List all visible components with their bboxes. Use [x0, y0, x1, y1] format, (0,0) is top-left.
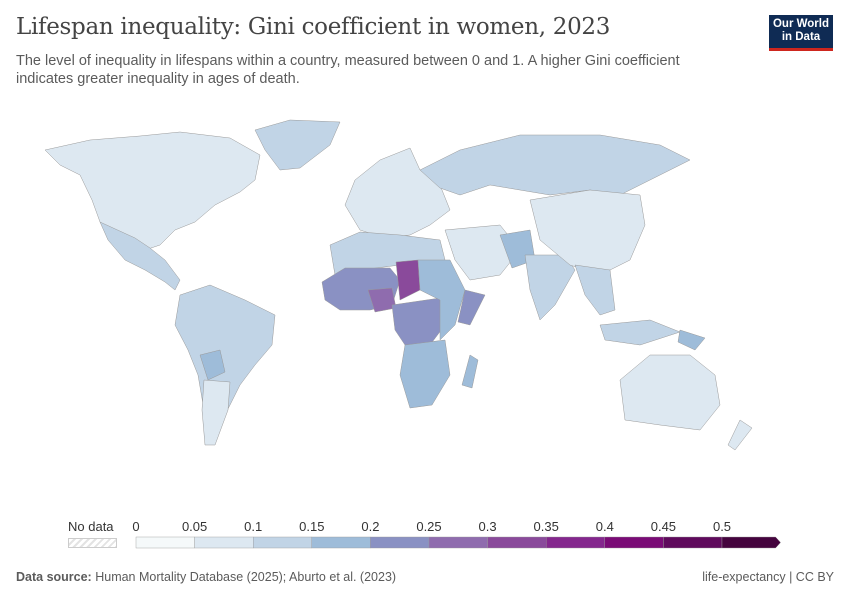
legend-swatch	[194, 536, 254, 549]
region-southeast-asia[interactable]	[574, 264, 616, 316]
region-chad[interactable]	[395, 259, 421, 301]
legend-no-data-swatch	[68, 538, 117, 548]
legend-tick-label: 0.3	[478, 519, 497, 534]
region-southern-africa[interactable]	[399, 339, 451, 409]
legend-swatch	[487, 536, 547, 549]
region-somalia[interactable]	[457, 289, 486, 326]
region-china[interactable]	[529, 189, 646, 276]
region-mexico-central-america[interactable]	[99, 221, 181, 291]
legend-swatch	[370, 536, 430, 549]
region-new-zealand[interactable]	[727, 419, 753, 451]
legend-tick-label: 0.5	[712, 519, 732, 534]
legend-no-data-label: No data	[68, 519, 114, 534]
footer-license[interactable]: life-expectancy | CC BY	[702, 570, 834, 584]
source-text[interactable]: Human Mortality Database (2025); Aburto …	[95, 570, 397, 584]
legend-swatch	[252, 536, 312, 549]
page-title: Lifespan inequality: Gini coefficient in…	[16, 14, 611, 40]
page-subtitle: The level of inequality in lifespans wit…	[16, 53, 680, 87]
owid-logo[interactable]: Our World in Data	[769, 15, 833, 51]
legend-tick-label: 0	[132, 519, 140, 534]
footer-source: Data source: Human Mortality Database (2…	[16, 570, 396, 584]
legend-tick-label: 0.15	[299, 519, 325, 534]
legend-tick-label: 0.45	[650, 519, 677, 534]
legend-tick-label: 0.05	[181, 519, 208, 534]
source-label: Data source:	[16, 570, 92, 584]
legend-swatch	[428, 536, 488, 549]
region-bolivia[interactable]	[199, 349, 226, 381]
region-central-africa[interactable]	[391, 297, 446, 346]
region-north-america[interactable]	[44, 131, 261, 251]
legend-tick-label: 0.1	[244, 519, 263, 534]
legend-swatch	[546, 536, 606, 549]
legend-tick-label: 0.35	[533, 519, 559, 534]
legend-swatch	[604, 536, 664, 549]
legend-tick-label: 0.25	[416, 519, 442, 534]
region-australia[interactable]	[619, 354, 721, 431]
legend-color-bar	[135, 536, 781, 549]
legend-swatch	[721, 536, 781, 549]
region-indonesia[interactable]	[599, 319, 681, 346]
world-map[interactable]	[0, 110, 850, 510]
region-greenland[interactable]	[254, 119, 341, 171]
region-india[interactable]	[524, 254, 576, 321]
region-europe[interactable]	[344, 147, 451, 239]
legend-swatch	[311, 536, 371, 549]
region-papua-new-guinea[interactable]	[677, 329, 706, 351]
region-argentina-chile[interactable]	[201, 379, 231, 446]
legend-tick-label: 0.4	[595, 519, 614, 534]
region-south-america[interactable]	[174, 284, 276, 441]
region-russia[interactable]	[419, 134, 691, 196]
region-madagascar[interactable]	[461, 354, 479, 389]
legend-swatch	[135, 536, 195, 549]
legend-swatch	[663, 536, 723, 549]
legend-tick-label: 0.2	[361, 519, 380, 534]
region-east-africa[interactable]	[417, 259, 466, 341]
